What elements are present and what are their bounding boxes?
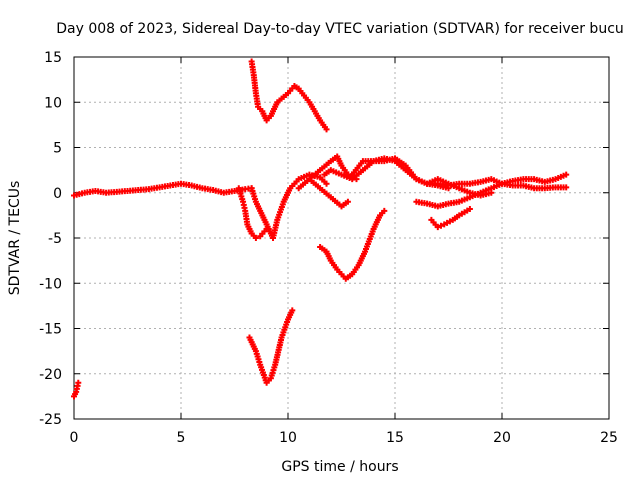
data-point bbox=[75, 379, 82, 386]
series-arc-dip-8h bbox=[235, 185, 270, 241]
data-point bbox=[381, 207, 388, 214]
series-arc-start-low bbox=[71, 379, 82, 400]
data-point bbox=[466, 206, 473, 213]
x-tick-label: 20 bbox=[493, 430, 511, 446]
y-tick-label: -10 bbox=[39, 276, 62, 292]
data-point bbox=[323, 126, 330, 133]
series-arc-low-8h bbox=[246, 307, 296, 386]
data-point bbox=[488, 189, 495, 196]
y-tick-label: 15 bbox=[44, 50, 62, 66]
y-axis-ticks: -25 -20 -15 -10 -5 0 5 10 15 bbox=[39, 50, 609, 428]
y-tick-label: -5 bbox=[48, 231, 62, 247]
series-arc-high-8h bbox=[248, 58, 330, 133]
series-arc-12h-low bbox=[317, 207, 388, 282]
y-tick-label: 10 bbox=[44, 95, 62, 111]
data-point bbox=[344, 198, 351, 205]
data-points bbox=[71, 58, 570, 400]
y-tick-label: 5 bbox=[53, 141, 62, 157]
y-tick-label: -20 bbox=[39, 367, 62, 383]
series-arc-dip-9h bbox=[248, 171, 330, 241]
series-arc-17h-low bbox=[428, 206, 473, 231]
data-point bbox=[323, 180, 330, 187]
data-point bbox=[563, 171, 570, 178]
y-tick-label: -15 bbox=[39, 322, 62, 338]
series-arc-17h-mid bbox=[424, 176, 495, 199]
series-arc-11h-down bbox=[306, 176, 351, 210]
plot-frame bbox=[73, 56, 610, 420]
chart-title: Day 008 of 2023, Sidereal Day-to-day VTE… bbox=[56, 21, 624, 37]
x-tick-label: 5 bbox=[177, 430, 186, 446]
y-tick-label: 0 bbox=[53, 186, 62, 202]
x-tick-label: 15 bbox=[386, 430, 404, 446]
data-point bbox=[438, 222, 445, 229]
x-tick-label: 10 bbox=[279, 430, 297, 446]
data-point bbox=[563, 184, 570, 191]
y-tick-label: -25 bbox=[39, 412, 62, 428]
data-point bbox=[289, 307, 296, 314]
series-arc-11h-up bbox=[295, 153, 360, 192]
y-axis-label: SDTVAR / TECUs bbox=[7, 181, 23, 296]
grid-lines bbox=[74, 57, 609, 419]
data-point bbox=[252, 235, 259, 241]
x-tick-label: 0 bbox=[70, 430, 79, 446]
x-tick-label: 25 bbox=[600, 430, 618, 446]
data-point bbox=[434, 224, 441, 231]
x-axis-label: GPS time / hours bbox=[281, 459, 398, 475]
series-arc-main-near-zero bbox=[71, 180, 255, 199]
